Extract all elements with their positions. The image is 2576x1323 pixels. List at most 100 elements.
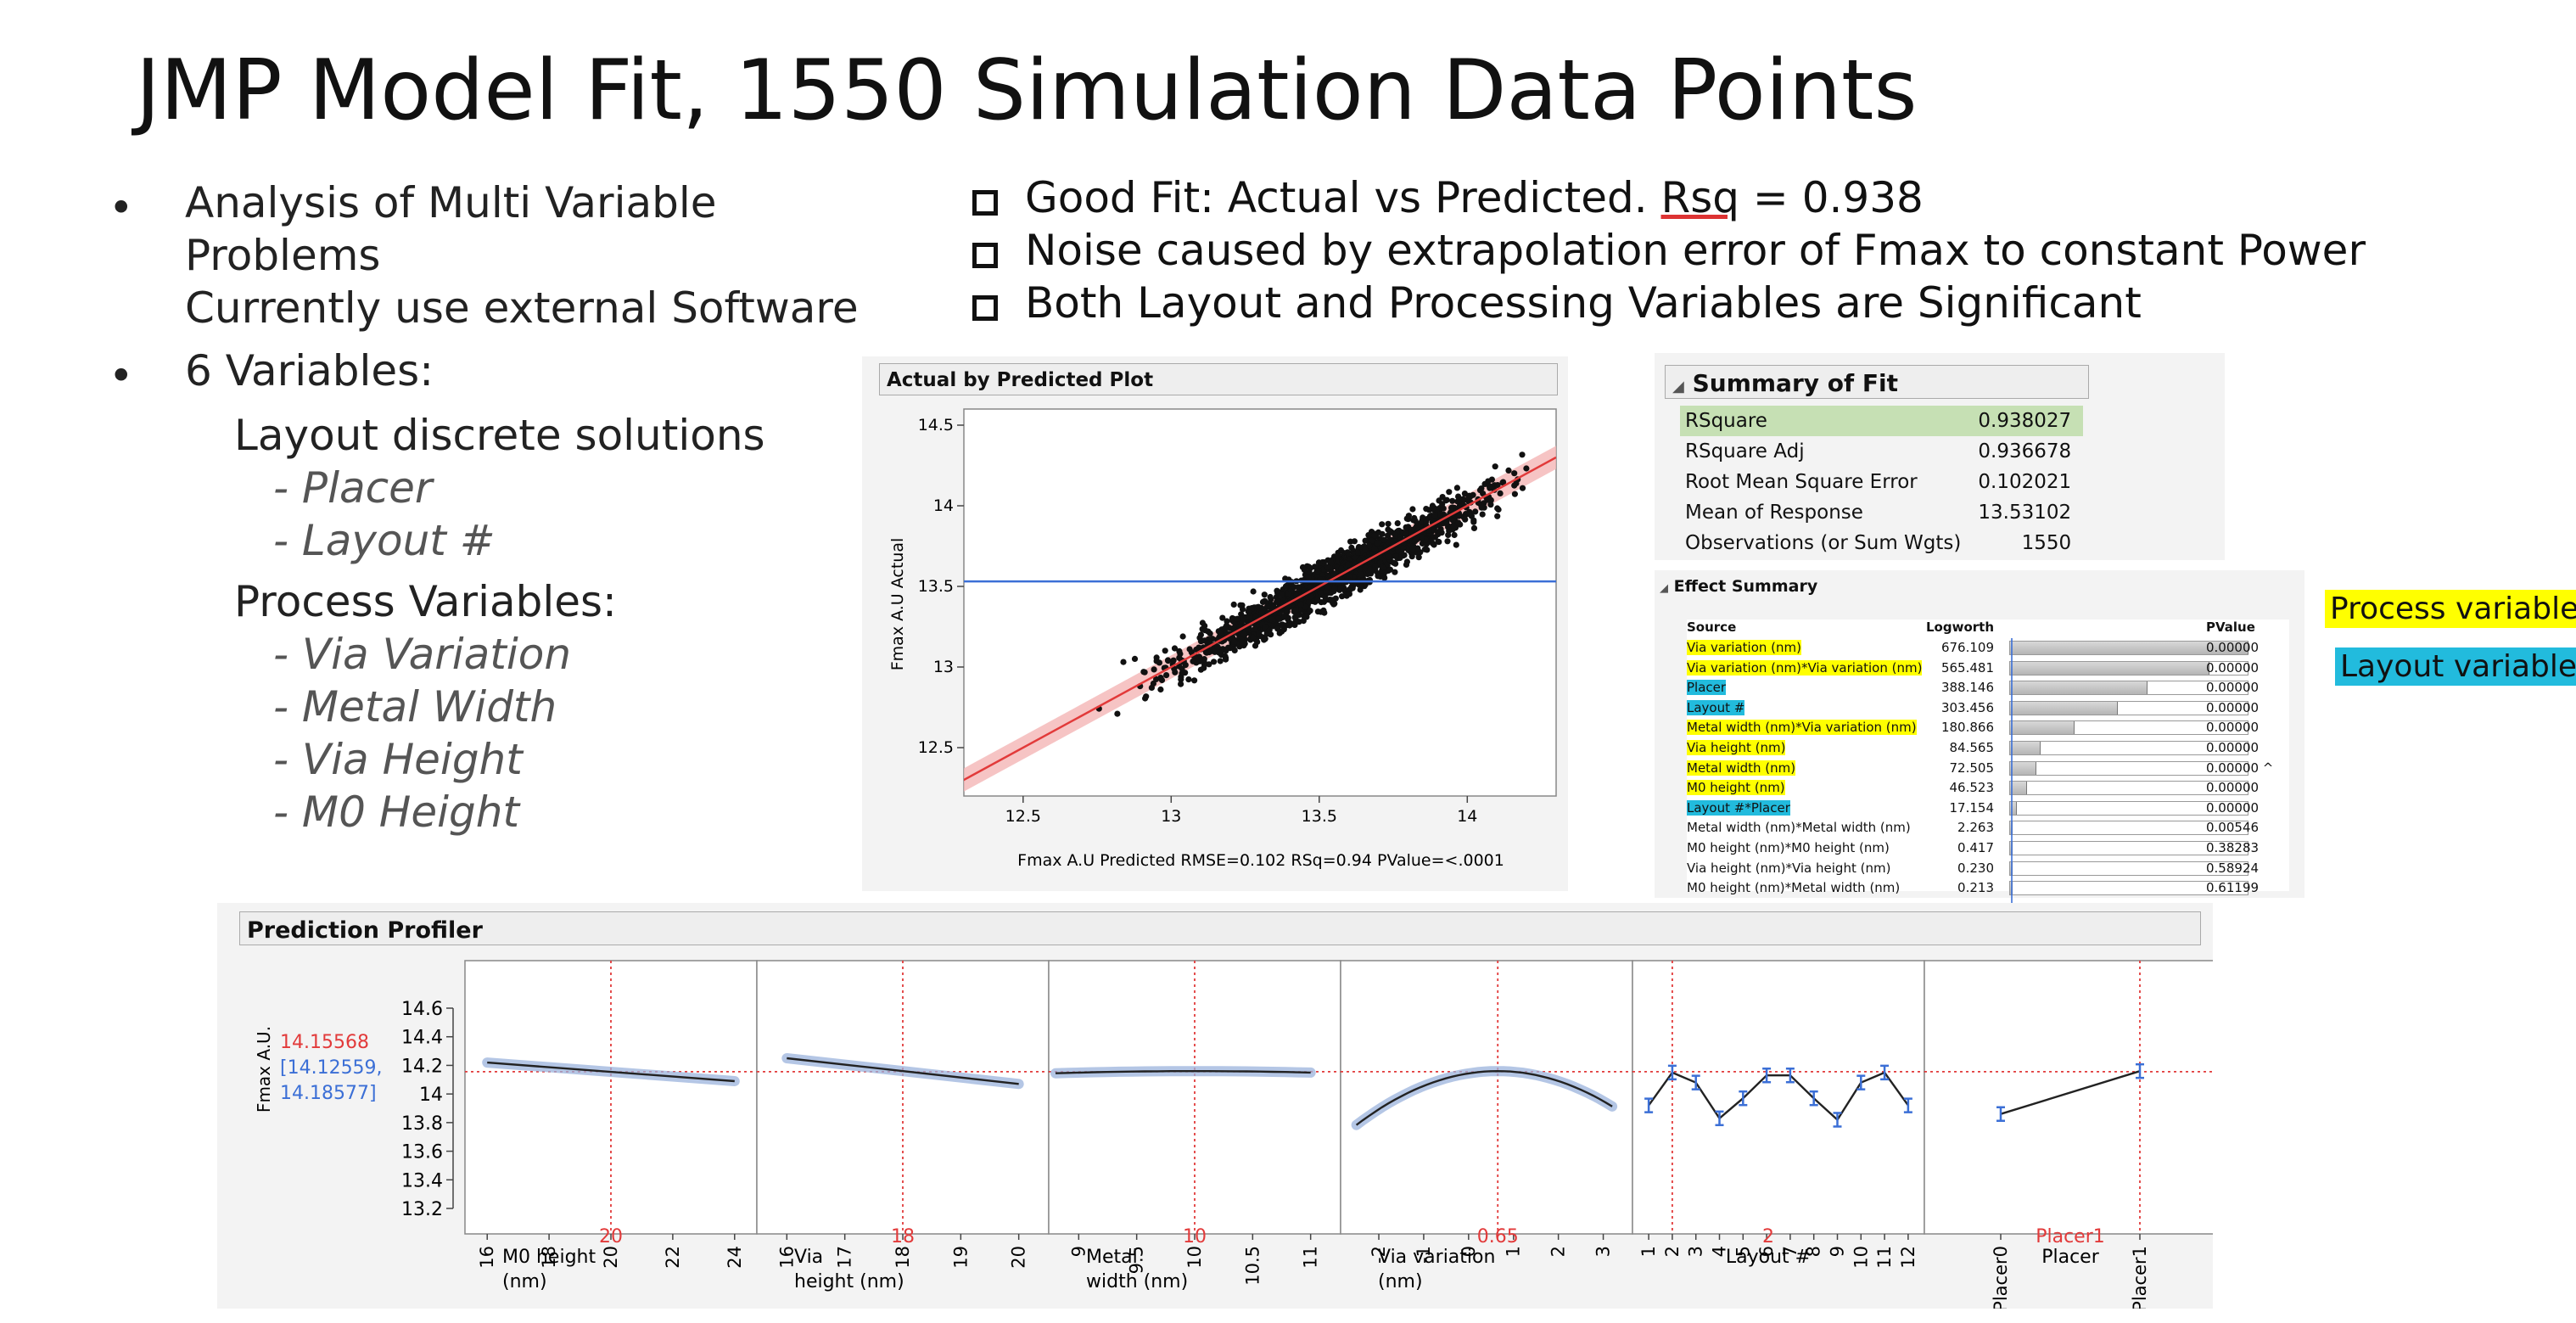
abp-point — [1264, 603, 1271, 610]
process-item-via-height: - Via Height — [273, 735, 523, 784]
abp-point — [1297, 601, 1304, 608]
abp-point — [1372, 563, 1379, 570]
es-bar — [2010, 801, 2018, 815]
abp-point — [1403, 530, 1409, 537]
abp-point — [1394, 547, 1401, 554]
abp-point — [1484, 496, 1491, 503]
es-logworth: 388.146 — [1940, 680, 1994, 696]
abp-point — [1435, 522, 1442, 529]
abp-point — [1193, 646, 1200, 653]
es-source: Via height (nm) — [1687, 739, 1786, 755]
abp-point — [1519, 485, 1526, 491]
abp-point — [1337, 585, 1344, 591]
disclosure-triangle-icon[interactable]: ◢ — [1660, 582, 1668, 595]
pp-ytick-label: 13.6 — [401, 1142, 443, 1163]
abp-point — [1196, 658, 1203, 664]
pp-ytick-label: 13.8 — [401, 1113, 443, 1135]
abp-point — [1267, 593, 1274, 601]
abp-point — [1409, 506, 1416, 513]
prediction-profiler-header[interactable]: Prediction Profiler — [239, 911, 2201, 945]
pp-xtick-label: 6 — [1756, 1246, 1777, 1257]
es-bar — [2010, 701, 2118, 715]
pp-xtick-label: 19 — [950, 1246, 971, 1269]
es-pvalue: 0.00000 — [2206, 680, 2260, 696]
abp-point — [1156, 659, 1162, 666]
abp-point — [1268, 616, 1274, 623]
es-row: M0 height (nm)*Metal width (nm) 0.213 0.61… — [1687, 878, 2289, 899]
pp-ytick-label: 14.4 — [401, 1028, 443, 1049]
pp-ytick-label: 13.2 — [401, 1199, 443, 1220]
checkbox-icon — [972, 295, 998, 321]
es-row: Layout # 303.456 0.00000 — [1687, 698, 2289, 719]
pp-xtick-label: 18 — [893, 1246, 913, 1269]
abp-ytick-label: 13 — [933, 658, 954, 676]
es-bar-track — [2009, 700, 2248, 715]
es-source: Via height (nm)*Via height (nm) — [1687, 860, 1891, 876]
abp-point — [1179, 665, 1185, 672]
abp-point — [1324, 584, 1330, 591]
es-bar — [2010, 661, 2210, 675]
abp-point — [1394, 520, 1401, 527]
abp-point — [1392, 553, 1399, 560]
abp-point — [1307, 564, 1314, 572]
abp-point — [1519, 451, 1526, 458]
summary-of-fit-header[interactable]: ◢ Summary of Fit — [1665, 365, 2089, 399]
abp-point — [1401, 552, 1408, 558]
pp-xtick-label: 16 — [776, 1246, 797, 1269]
abp-point — [1381, 575, 1388, 581]
abp-point — [1443, 519, 1450, 525]
abp-point — [1495, 506, 1502, 513]
abp-point — [1261, 636, 1268, 643]
abp-point — [1301, 566, 1308, 574]
abp-point — [1231, 638, 1238, 645]
es-pvalue: 0.58924 — [2206, 860, 2260, 876]
abp-point — [1358, 583, 1364, 590]
disclosure-triangle-icon[interactable]: ◢ — [1672, 378, 1684, 395]
pp-plot-area — [1632, 960, 1925, 1235]
es-row: Via height (nm)*Via height (nm) 0.230 0.58… — [1687, 859, 2289, 879]
es-source: Metal width (nm)*Via variation (nm) — [1687, 720, 1917, 736]
es-rows: Via variation (nm) 676.109 0.00000 Via vari… — [1687, 638, 2289, 905]
pp-factor-label: M0 height — [502, 1247, 596, 1268]
abp-point — [1436, 511, 1443, 518]
abp-point — [1511, 491, 1518, 497]
abp-point — [1409, 546, 1416, 552]
abp-point — [1252, 614, 1259, 620]
abp-point — [1165, 658, 1172, 664]
pp-factor-label: Layout # — [1726, 1247, 1811, 1268]
es-row: Via variation (nm) 676.109 0.00000 — [1687, 638, 2289, 659]
pp-factor-label-2: width (nm) — [1086, 1271, 1188, 1292]
effect-summary-header[interactable]: ◢ Effect Summary — [1660, 577, 1817, 596]
abp-point — [1434, 529, 1441, 535]
abp-point — [1345, 561, 1352, 568]
abp-point — [1485, 478, 1492, 485]
abp-point — [1177, 650, 1184, 658]
pp-xtick-label: 10 — [1184, 1246, 1205, 1269]
abp-point — [1377, 559, 1384, 566]
es-source: Layout # — [1687, 699, 1745, 715]
abp-point — [1443, 496, 1450, 503]
pp-xtick-label: 1 — [1638, 1246, 1659, 1257]
abp-point — [1314, 568, 1321, 575]
abp-point — [1222, 625, 1229, 631]
pp-ci-line2: 14.18577] — [280, 1083, 377, 1104]
abp-point — [1492, 463, 1498, 470]
checkbox-icon — [972, 190, 998, 216]
abp-point — [1451, 531, 1458, 539]
actual-by-predicted-header[interactable]: Actual by Predicted Plot — [879, 363, 1558, 395]
pp-factor-current: 0.65 — [1477, 1226, 1519, 1247]
abp-point — [1430, 534, 1436, 541]
abp-point — [1324, 563, 1330, 571]
abp-point — [1366, 542, 1373, 549]
process-item-via-variation: - Via Variation — [273, 630, 572, 679]
abp-point — [1240, 631, 1247, 638]
abp-ytick-label: 14 — [933, 496, 954, 515]
abp-point — [1523, 465, 1530, 472]
abp-point — [1331, 586, 1338, 592]
pp-xtick-label: 2 — [1548, 1246, 1569, 1257]
es-pvalue: 0.00000 ^ — [2206, 760, 2274, 776]
abp-point — [1207, 630, 1213, 637]
abp-point — [1487, 502, 1494, 508]
